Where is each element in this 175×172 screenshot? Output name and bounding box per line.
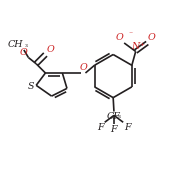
Text: F: F (97, 123, 104, 132)
Text: CH: CH (8, 40, 23, 49)
Text: O: O (20, 48, 28, 57)
Text: S: S (27, 82, 34, 91)
Text: CF: CF (107, 112, 121, 121)
Text: O: O (148, 33, 156, 42)
Text: O: O (47, 45, 55, 54)
Text: +: + (139, 42, 145, 47)
Text: O: O (79, 63, 87, 72)
Text: ₃: ₃ (118, 112, 121, 120)
Text: N: N (131, 42, 140, 51)
Text: ₃: ₃ (25, 41, 28, 49)
Text: F: F (111, 125, 117, 134)
Text: O: O (116, 33, 123, 42)
Text: ⁻: ⁻ (128, 29, 132, 38)
Text: F: F (124, 123, 131, 132)
